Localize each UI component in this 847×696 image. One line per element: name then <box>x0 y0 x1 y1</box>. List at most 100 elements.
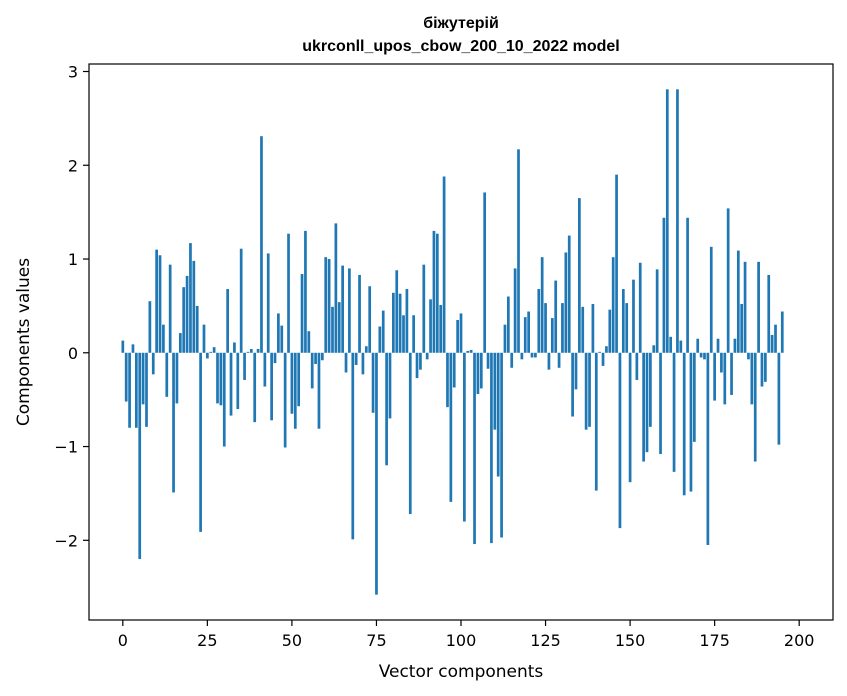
bar-125 <box>544 303 547 353</box>
bar-163 <box>672 352 676 472</box>
bar-164 <box>676 89 679 353</box>
bar-33 <box>233 342 236 353</box>
bar-98 <box>452 352 456 388</box>
bar-103 <box>469 349 473 353</box>
bar-159 <box>659 352 662 455</box>
bar-64 <box>337 302 341 353</box>
bar-48 <box>283 352 287 448</box>
bar-147 <box>618 352 622 529</box>
bar-126 <box>547 352 551 370</box>
bar-58 <box>317 352 321 429</box>
bar-44 <box>270 352 273 421</box>
bar-181 <box>733 338 737 353</box>
bar-56 <box>310 352 314 389</box>
bar-1 <box>124 352 128 402</box>
bar-120 <box>527 311 530 353</box>
bar-171 <box>699 352 703 358</box>
bar-68 <box>351 352 355 540</box>
bar-187 <box>753 352 757 462</box>
bar-170 <box>696 338 700 353</box>
bar-123 <box>537 289 541 353</box>
chart-title-line1: біжутерій <box>423 15 499 32</box>
bar-10 <box>155 249 158 353</box>
bar-81 <box>395 270 399 353</box>
bar-97 <box>449 352 453 502</box>
bar-160 <box>662 217 666 353</box>
bar-149 <box>625 303 629 353</box>
bar-141 <box>598 351 602 353</box>
bar-55 <box>307 331 311 353</box>
bar-95 <box>442 176 446 353</box>
x-tick-label: 25 <box>197 631 217 650</box>
bar-14 <box>168 264 172 353</box>
bar-180 <box>730 352 733 395</box>
bar-162 <box>669 336 673 353</box>
bar-150 <box>628 352 632 483</box>
bar-70 <box>358 274 361 353</box>
bar-88 <box>419 352 422 370</box>
bar-189 <box>760 352 764 387</box>
bar-157 <box>652 345 656 353</box>
bar-122 <box>534 352 537 358</box>
x-tick-label: 150 <box>615 631 646 650</box>
x-tick-label: 175 <box>699 631 730 650</box>
bar-29 <box>219 352 223 406</box>
bar-40 <box>256 349 260 353</box>
y-tick-label: 0 <box>68 344 78 363</box>
bar-185 <box>747 352 750 360</box>
bar-145 <box>611 257 615 353</box>
bar-178 <box>723 352 727 405</box>
bar-4 <box>134 352 138 428</box>
bar-78 <box>385 352 388 466</box>
bar-43 <box>266 253 270 353</box>
bar-71 <box>361 352 365 375</box>
bar-9 <box>151 352 155 375</box>
bar-133 <box>571 352 574 417</box>
bar-21 <box>192 260 196 353</box>
bar-109 <box>490 352 493 544</box>
bar-49 <box>287 233 290 353</box>
bar-80 <box>392 292 395 353</box>
bar-119 <box>523 317 527 353</box>
bar-113 <box>503 324 507 353</box>
x-tick-label: 75 <box>366 631 386 650</box>
bar-139 <box>591 304 595 353</box>
bar-99 <box>456 319 459 353</box>
bar-57 <box>314 352 317 365</box>
bar-63 <box>334 223 338 353</box>
x-axis-label: Vector components <box>379 662 544 682</box>
bar-72 <box>364 346 368 353</box>
bar-115 <box>510 352 514 368</box>
bar-3 <box>131 344 135 353</box>
bar-2 <box>128 352 131 428</box>
bar-18 <box>182 287 186 353</box>
bar-175 <box>713 352 716 401</box>
bar-83 <box>402 315 405 353</box>
bar-151 <box>632 279 635 353</box>
chart-title-line2: ukrconll_upos_cbow_200_10_2022 model <box>302 38 619 55</box>
bar-0 <box>121 340 125 353</box>
y-tick-label: −1 <box>54 438 78 457</box>
bar-30 <box>222 352 226 447</box>
bar-61 <box>327 259 331 353</box>
bar-117 <box>517 149 520 353</box>
x-tick-label: 0 <box>118 631 128 650</box>
x-tick-label: 125 <box>530 631 561 650</box>
bar-47 <box>280 325 284 353</box>
bar-32 <box>229 352 233 416</box>
bar-152 <box>635 352 639 380</box>
bar-136 <box>581 306 585 353</box>
bar-193 <box>774 324 777 353</box>
bar-27 <box>212 347 216 353</box>
bar-154 <box>642 352 645 462</box>
y-tick-label: 3 <box>68 63 78 82</box>
bar-161 <box>665 89 669 353</box>
bar-116 <box>513 268 517 353</box>
bar-130 <box>561 303 564 353</box>
bar-59 <box>320 352 324 361</box>
bar-87 <box>415 352 419 379</box>
bar-73 <box>368 286 372 353</box>
bar-6 <box>141 352 145 405</box>
bar-146 <box>615 174 618 353</box>
